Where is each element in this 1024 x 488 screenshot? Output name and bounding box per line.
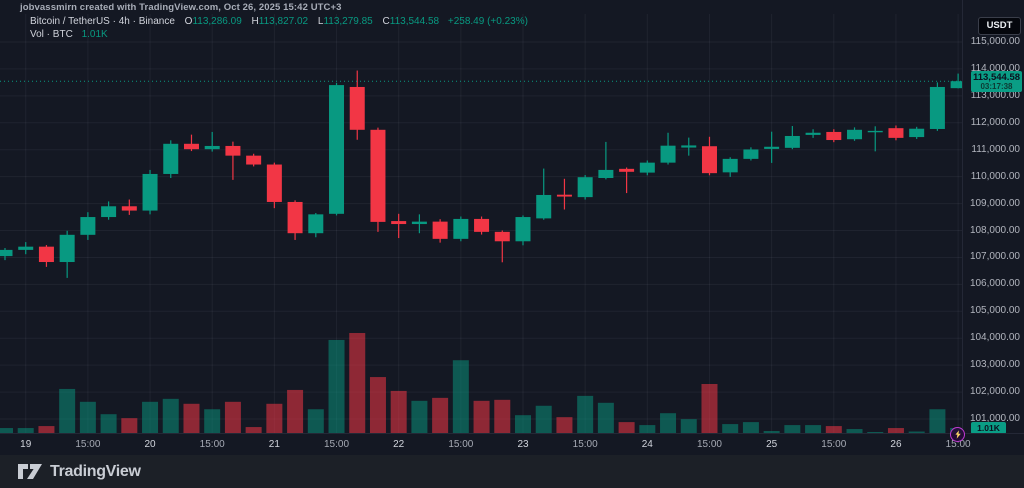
- time-axis-label: 15:00: [945, 439, 971, 450]
- close-label: C: [382, 16, 390, 27]
- price-axis-label: 106,000.00: [969, 278, 1020, 290]
- price-axis[interactable]: 115,000.00 114,000.00 113,000.00 112,000.00…: [962, 0, 1024, 433]
- time-axis-label: 22: [393, 439, 405, 450]
- price-axis-label: 107,000.00: [969, 251, 1020, 263]
- price-axis-label: 115,000.00: [970, 36, 1020, 47]
- time-axis-label: 15:00: [199, 439, 225, 450]
- bar-countdown: 03:17:38: [980, 82, 1013, 91]
- price-axis-label: 101,000.00: [969, 413, 1020, 425]
- time-axis-label: 24: [641, 439, 653, 450]
- symbol-title[interactable]: Bitcoin / TetherUS · 4h · Binance: [30, 16, 175, 27]
- high-label: H: [251, 16, 259, 27]
- high-value: 113,827.02: [258, 16, 309, 27]
- open-label: O: [184, 16, 193, 27]
- volume-current-value: 1.01K: [81, 29, 108, 40]
- price-axis-label: 105,000.00: [969, 305, 1020, 317]
- price-axis-label: 102,000.00: [969, 386, 1020, 398]
- time-axis-label: 15:00: [75, 439, 101, 450]
- price-axis-label: 114,000.00: [970, 62, 1020, 74]
- low-label: L: [317, 16, 324, 27]
- time-axis-label: 15:00: [324, 439, 350, 450]
- lightning-icon[interactable]: [950, 427, 965, 442]
- low-value: 113,279.85: [323, 16, 373, 27]
- footer-bar: TradingView: [0, 455, 1024, 488]
- time-axis[interactable]: 19 15:00 20 15:00 21 15:00 22 15:00 23 15:00 24 15:…: [0, 433, 1024, 454]
- price-axis-label: 104,000.00: [969, 332, 1020, 344]
- price-axis-label: 109,000.00: [969, 197, 1020, 209]
- lightning-bolt-glyph: [954, 430, 961, 439]
- time-axis-label: 20: [144, 439, 156, 450]
- attribution-text: jobvassmirn created with TradingView.com…: [20, 2, 342, 13]
- volume-value-badge: 1.01K: [971, 422, 1006, 434]
- time-axis-label: 19: [20, 439, 32, 450]
- change-value: +258.49 (+0.23%): [447, 16, 528, 27]
- time-axis-label: 25: [766, 439, 778, 450]
- tradingview-logo-icon: [18, 464, 42, 479]
- price-axis-label: 113,000.00: [970, 89, 1020, 101]
- price-axis-label: 103,000.00: [969, 359, 1020, 371]
- time-axis-label: 15:00: [696, 439, 722, 450]
- time-axis-label: 15:00: [572, 439, 598, 450]
- price-axis-label: 108,000.00: [969, 224, 1020, 236]
- tradingview-logo[interactable]: TradingView: [18, 463, 141, 481]
- symbol-legend[interactable]: Bitcoin / TetherUS · 4h · Binance O113,2…: [30, 16, 528, 27]
- price-axis-label: 110,000.00: [970, 170, 1020, 182]
- price-axis-label: 112,000.00: [970, 116, 1020, 128]
- open-value: 113,286.09: [192, 16, 242, 27]
- currency-toggle-button[interactable]: USDT: [978, 17, 1021, 35]
- candlestick-chart-pane[interactable]: [0, 0, 962, 452]
- last-price-value: 113,544.58: [972, 72, 1021, 83]
- time-axis-label: 15:00: [821, 439, 847, 450]
- time-axis-label: 26: [890, 439, 902, 450]
- tradingview-brand-text: TradingView: [50, 462, 141, 480]
- close-value: 113,544.58: [389, 16, 440, 27]
- price-axis-label: 111,000.00: [971, 143, 1020, 155]
- time-axis-label: 23: [517, 439, 529, 450]
- volume-label: Vol · BTC: [30, 29, 73, 40]
- volume-legend[interactable]: Vol · BTC 1.01K: [30, 29, 108, 40]
- last-price-badge: 113,544.58 03:17:38: [971, 71, 1022, 92]
- time-axis-label: 15:00: [448, 439, 474, 450]
- time-axis-label: 21: [268, 439, 280, 450]
